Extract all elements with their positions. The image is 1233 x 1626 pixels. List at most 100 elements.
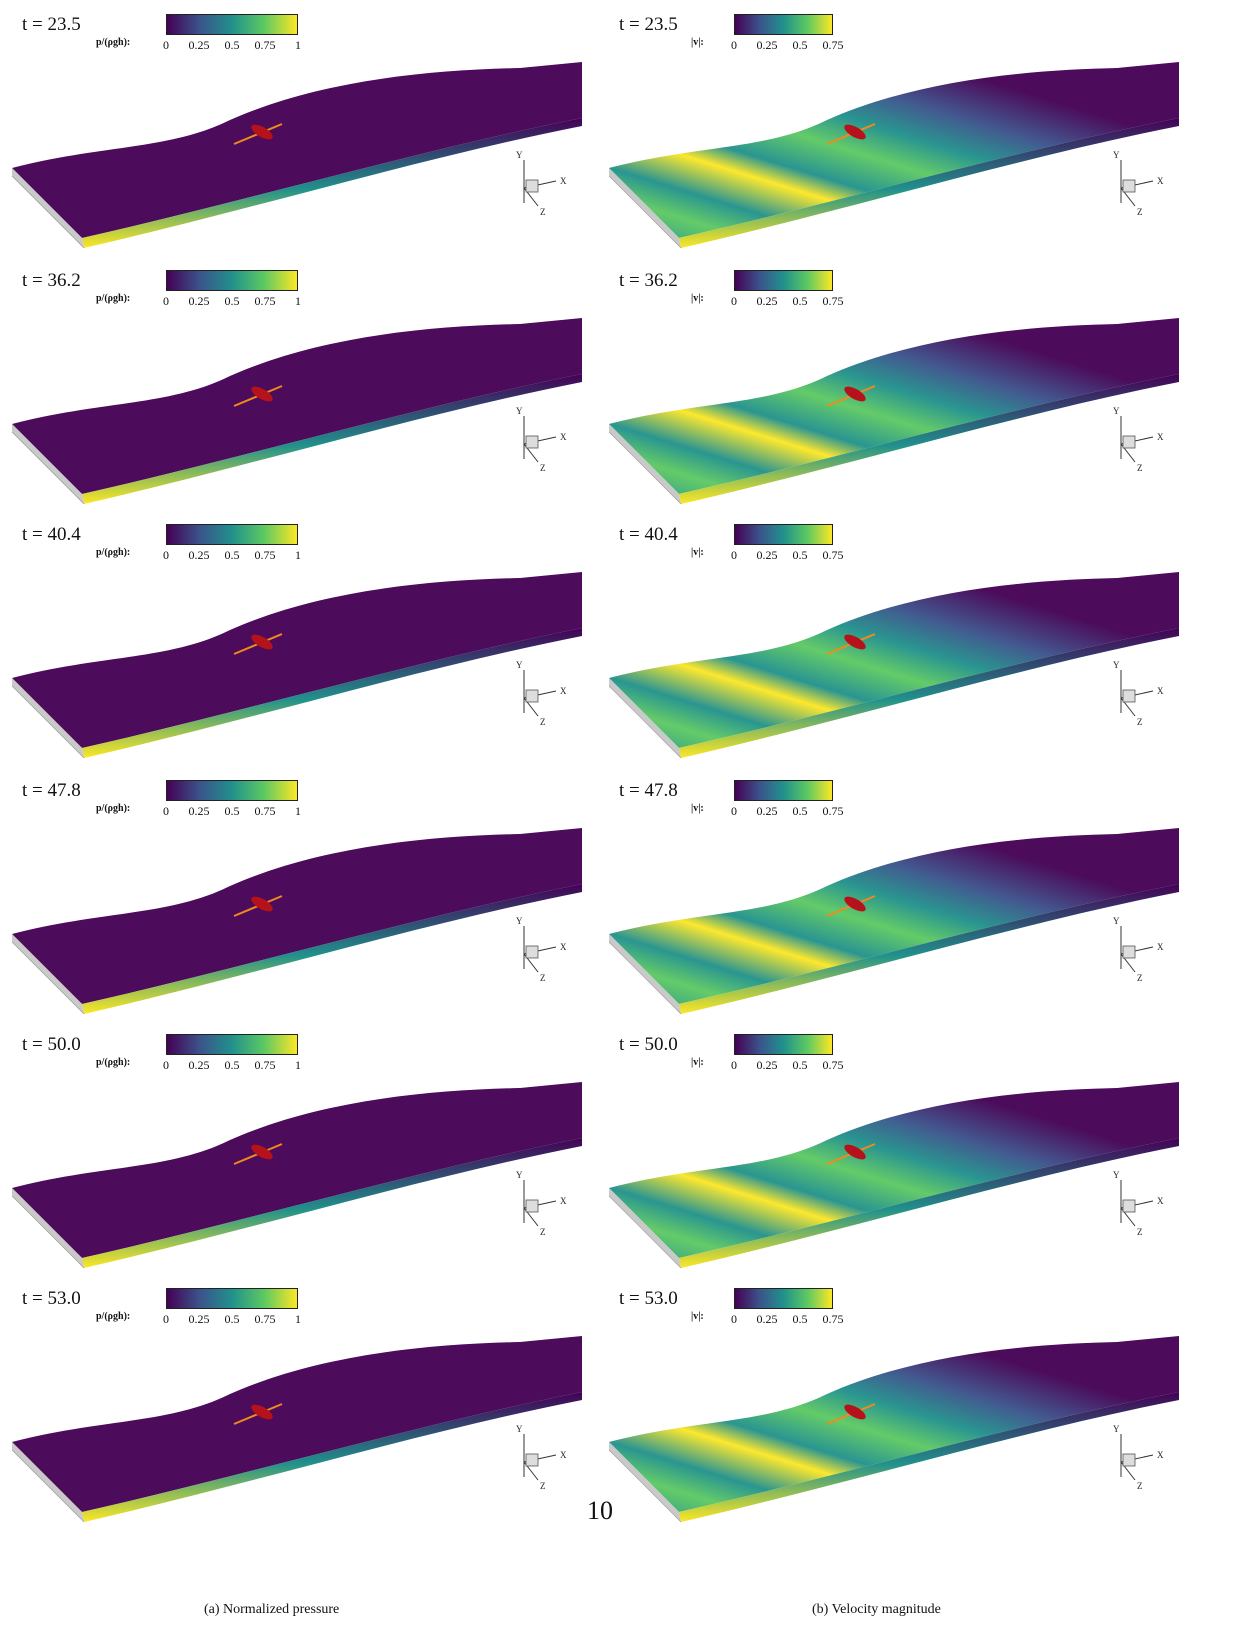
fluid-slab — [11, 62, 582, 249]
colorbar — [734, 524, 833, 545]
colorbar-tick: 0.5 — [224, 804, 240, 818]
colorbar-tick: 0.25 — [188, 804, 210, 818]
colorbar — [734, 14, 833, 35]
colorbar-tick: 0.5 — [792, 804, 808, 818]
colorbar-tick: 1 — [295, 1058, 301, 1072]
colorbar-label: |v|: — [691, 1311, 704, 1322]
colorbar-tick: 0.25 — [756, 804, 778, 818]
svg-text:X: X — [1157, 1450, 1164, 1460]
axis-triad: Y X Z — [516, 660, 567, 727]
svg-text:Y: Y — [516, 1170, 523, 1180]
svg-text:X: X — [1157, 686, 1164, 696]
colorbar-tick: 0 — [163, 38, 169, 52]
velocity-panel-3: t = 40.4 |v|: 0 0.25 0.5 0.75 Y X Z — [597, 510, 1197, 772]
colorbar-tick: 0 — [163, 1312, 169, 1326]
svg-text:Z: Z — [1137, 717, 1143, 727]
colorbar-label: |v|: — [691, 547, 704, 558]
colorbar — [166, 1034, 298, 1055]
colorbar-tick: 1 — [295, 1312, 301, 1326]
velocity-panel-1: t = 23.5 |v|: 0 0.25 0.5 0.75 Y X Z — [597, 0, 1197, 262]
svg-text:Y: Y — [516, 916, 523, 926]
colorbar-label: |v|: — [691, 1057, 704, 1068]
pressure-panel-3: t = 40.4 p/(ρgh): 0 0.25 0.5 0.75 1 Y X Z — [0, 510, 600, 772]
colorbar-tick: 0.25 — [188, 294, 210, 308]
colorbar-tick: 0.75 — [254, 1312, 276, 1326]
colorbar-tick: 0.75 — [254, 294, 276, 308]
colorbar-tick: 0 — [163, 1058, 169, 1072]
fluid-slab — [11, 828, 582, 1015]
svg-text:Z: Z — [540, 973, 546, 983]
svg-text:Z: Z — [1137, 463, 1143, 473]
time-label: t = 23.5 — [619, 14, 678, 35]
colorbar-tick: 0.75 — [822, 804, 844, 818]
svg-text:X: X — [560, 1450, 567, 1460]
fluid-slab — [11, 1082, 582, 1269]
colorbar-tick: 0.5 — [792, 548, 808, 562]
colorbar-label: p/(ρgh): — [96, 547, 131, 558]
svg-text:Z: Z — [1137, 973, 1143, 983]
colorbar — [734, 270, 833, 291]
time-label: t = 36.2 — [619, 270, 678, 291]
colorbar-tick: 0 — [731, 1058, 737, 1072]
colorbar-label: p/(ρgh): — [96, 293, 131, 304]
svg-text:Y: Y — [1113, 150, 1120, 160]
time-label: t = 53.0 — [619, 1288, 678, 1309]
svg-text:Z: Z — [1137, 207, 1143, 217]
colorbar-label: p/(ρgh): — [96, 1057, 131, 1068]
colorbar — [166, 1288, 298, 1309]
colorbar-tick: 0.75 — [254, 548, 276, 562]
svg-text:Y: Y — [516, 1424, 523, 1434]
colorbar-tick: 0 — [731, 294, 737, 308]
colorbar — [734, 1288, 833, 1309]
time-label: t = 53.0 — [22, 1288, 81, 1309]
colorbar-label: p/(ρgh): — [96, 37, 131, 48]
svg-text:Z: Z — [1137, 1481, 1143, 1491]
fluid-slab — [608, 828, 1179, 1015]
colorbar-label: |v|: — [691, 803, 704, 814]
svg-text:Z: Z — [540, 463, 546, 473]
velocity-panel-2: t = 36.2 |v|: 0 0.25 0.5 0.75 Y X Z — [597, 256, 1197, 518]
colorbar-tick: 0 — [731, 38, 737, 52]
colorbar-tick: 0.5 — [792, 1312, 808, 1326]
svg-text:Z: Z — [1137, 1227, 1143, 1237]
svg-text:Z: Z — [540, 207, 546, 217]
svg-text:X: X — [1157, 176, 1164, 186]
colorbar-tick: 0.5 — [224, 294, 240, 308]
pressure-panel-5: t = 50.0 p/(ρgh): 0 0.25 0.5 0.75 1 Y X Z — [0, 1020, 600, 1282]
colorbar-tick: 0.25 — [756, 548, 778, 562]
fluid-slab — [608, 1082, 1179, 1269]
colorbar-tick: 0.5 — [792, 1058, 808, 1072]
colorbar-tick: 0.5 — [224, 1312, 240, 1326]
colorbar-tick: 0.25 — [188, 38, 210, 52]
time-label: t = 23.5 — [22, 14, 81, 35]
time-label: t = 50.0 — [619, 1034, 678, 1055]
colorbar-tick: 0.5 — [224, 548, 240, 562]
colorbar-tick: 0.5 — [224, 38, 240, 52]
colorbar-label: p/(ρgh): — [96, 803, 131, 814]
pressure-panel-2: t = 36.2 p/(ρgh): 0 0.25 0.5 0.75 1 Y X Z — [0, 256, 600, 518]
axis-triad: Y X Z — [1113, 1170, 1164, 1237]
time-label: t = 47.8 — [619, 780, 678, 801]
colorbar-tick: 0.25 — [188, 1058, 210, 1072]
colorbar-tick: 0 — [731, 548, 737, 562]
colorbar — [166, 14, 298, 35]
colorbar-tick: 0.25 — [188, 1312, 210, 1326]
colorbar-tick: 0 — [163, 804, 169, 818]
svg-text:Y: Y — [1113, 1170, 1120, 1180]
colorbar-tick: 0.25 — [756, 294, 778, 308]
svg-text:X: X — [560, 1196, 567, 1206]
svg-text:Y: Y — [1113, 916, 1120, 926]
colorbar-tick: 0.5 — [792, 38, 808, 52]
svg-text:Y: Y — [516, 150, 523, 160]
axis-triad: Y X Z — [516, 1424, 567, 1491]
time-label: t = 40.4 — [22, 524, 81, 545]
caption-left: (a) Normalized pressure — [204, 1602, 340, 1617]
time-label: t = 50.0 — [22, 1034, 81, 1055]
axis-triad: Y X Z — [516, 406, 567, 473]
colorbar — [166, 270, 298, 291]
colorbar-tick: 0.75 — [822, 38, 844, 52]
pressure-panel-1: t = 23.5 p/(ρgh): 0 0.25 0.5 0.75 1 Y X Z — [0, 0, 600, 262]
pressure-panel-6: t = 53.0 p/(ρgh): 0 0.25 0.5 0.75 1 Y X Z — [0, 1274, 600, 1536]
svg-text:Z: Z — [540, 717, 546, 727]
axis-triad: Y X Z — [1113, 660, 1164, 727]
